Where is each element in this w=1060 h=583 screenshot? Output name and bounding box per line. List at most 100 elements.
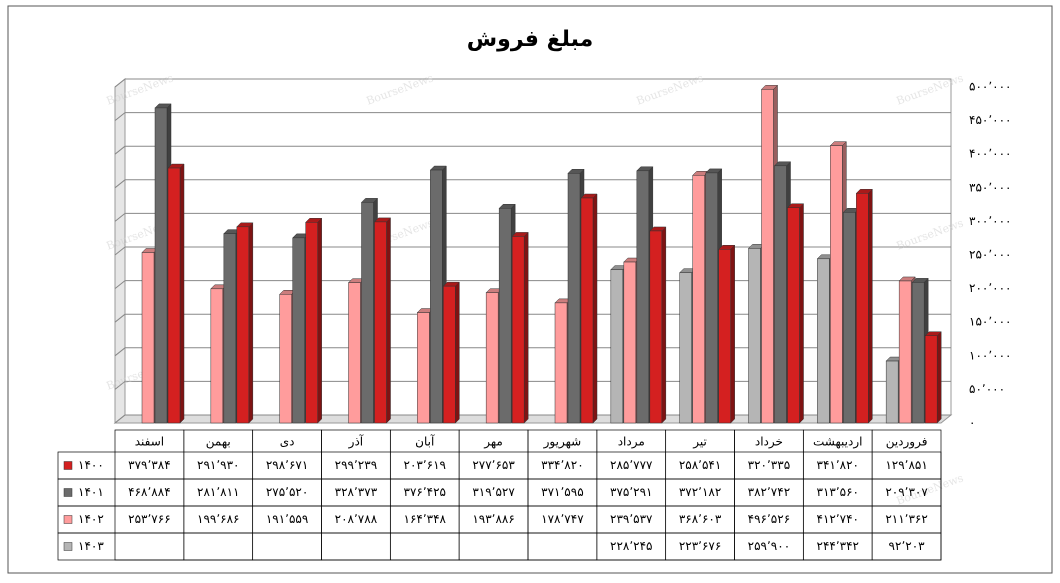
data-label: ۴۱۲٬۷۴۰	[817, 512, 860, 526]
data-label: ۳۸۲٬۷۴۲	[748, 485, 791, 499]
data-label: ۳۷۱٬۵۹۵	[541, 485, 584, 499]
data-label: ۲۰۸٬۷۸۸	[335, 512, 378, 526]
data-label: ۳۶۸٬۶۰۳	[679, 512, 722, 526]
y-tick-label: ۴۰۰٬۰۰۰	[969, 147, 1012, 161]
y-tick-label: ۲۵۰٬۰۰۰	[969, 248, 1012, 262]
data-label: ۱۹۳٬۸۸۶	[472, 512, 515, 526]
bar	[787, 207, 800, 424]
legend-label: ۱۴۰۱	[78, 485, 104, 499]
bar	[223, 233, 237, 424]
bar-side	[799, 203, 804, 424]
bar-side	[661, 226, 667, 424]
y-tick-label: ۰	[969, 416, 975, 430]
data-label: ۲۷۷٬۶۵۳	[472, 458, 515, 472]
bar	[210, 288, 224, 424]
grid-line-side	[114, 313, 126, 323]
legend-label: ۱۴۰۰	[78, 458, 104, 472]
data-label: ۹۲٬۲۰۳	[889, 539, 926, 553]
legend-swatch	[63, 515, 73, 524]
data-label: ۳۲۸٬۳۷۳	[335, 485, 378, 499]
legend-label: ۱۴۰۲	[78, 512, 104, 526]
x-tick-label: آذر	[348, 434, 364, 450]
data-label: ۲۵۳٬۷۶۶	[128, 512, 171, 526]
y-tick-label: ۵۰٬۰۰۰	[969, 382, 1005, 396]
data-label: ۲۴۴٬۳۴۲	[817, 539, 860, 553]
bar	[692, 175, 705, 424]
bar	[705, 172, 718, 424]
bar	[236, 226, 250, 424]
data-label: ۱۹۹٬۶۸۶	[197, 512, 240, 526]
grid-line-side	[114, 280, 126, 289]
bar-side	[936, 331, 942, 424]
bar-side	[592, 193, 598, 424]
bar	[417, 312, 430, 424]
x-tick-label: شهریور	[543, 435, 582, 450]
bar	[498, 208, 512, 424]
legend-swatch	[63, 488, 73, 497]
bar-side	[730, 244, 735, 424]
grid-line-side	[114, 213, 126, 222]
data-label: ۲۱۱٬۳۶۲	[885, 512, 928, 526]
bar	[580, 197, 594, 424]
data-label: ۱۹۱٬۵۵۹	[266, 512, 309, 526]
data-label: ۲۲۸٬۲۴۵	[610, 539, 653, 553]
legend-label: ۱۴۰۳	[78, 539, 104, 553]
bar	[430, 169, 443, 424]
bar	[774, 165, 787, 424]
bar	[649, 230, 663, 424]
data-label: ۱۶۴٬۳۴۸	[404, 512, 447, 526]
x-tick-label: مرداد	[618, 435, 645, 450]
data-label: ۲۳۹٬۵۳۷	[610, 512, 653, 526]
y-tick-label: ۱۰۰٬۰۰۰	[969, 348, 1012, 362]
x-tick-label: آبان	[415, 434, 435, 449]
data-label: ۳۴۱٬۸۲۰	[817, 458, 860, 472]
data-label: ۱۷۸٬۷۴۷	[541, 512, 584, 526]
data-label: ۳۳۴٬۸۲۰	[541, 458, 584, 472]
bar	[567, 173, 581, 424]
x-tick-label: تیر	[692, 435, 707, 450]
bar	[443, 285, 456, 424]
bar	[898, 280, 912, 424]
bar	[154, 107, 168, 424]
x-tick-label: خرداد	[755, 435, 783, 450]
data-label: ۲۵۹٬۹۰۰	[748, 539, 791, 553]
data-label: ۲۸۱٬۸۱۱	[197, 485, 240, 499]
data-label: ۲۰۳٬۶۱۹	[404, 458, 447, 472]
bar	[748, 248, 761, 424]
grid-line-side	[114, 246, 126, 256]
bar	[718, 249, 731, 424]
grid-line-side	[114, 381, 126, 390]
table-row	[57, 532, 942, 561]
x-tick-label: اسفند	[135, 435, 164, 449]
data-label: ۳۱۹٬۵۲۷	[472, 485, 515, 499]
bar	[361, 202, 374, 424]
bar	[911, 282, 925, 424]
x-tick-label: فروردین	[886, 435, 928, 450]
bar	[679, 272, 692, 424]
data-label: ۲۹۸٬۶۷۱	[266, 458, 309, 472]
data-label: ۲۰۹٬۳۰۷	[885, 485, 928, 499]
data-label: ۳۷۲٬۱۸۲	[679, 485, 722, 499]
grid-line-side	[114, 112, 126, 121]
y-tick-label: ۱۵۰٬۰۰۰	[969, 315, 1012, 329]
bar-side	[248, 222, 254, 424]
bar	[623, 261, 637, 424]
data-label: ۲۷۵٬۵۲۰	[266, 485, 309, 499]
y-tick-label: ۵۰۰٬۰۰۰	[969, 80, 1012, 94]
bar	[141, 252, 155, 424]
grid-line-side	[114, 347, 126, 357]
bar	[843, 212, 856, 424]
bar	[374, 221, 387, 424]
bar	[761, 89, 774, 424]
x-tick-label: مهر	[483, 435, 503, 450]
grid-line-side	[114, 414, 126, 424]
x-tick-label: اردیبهشت	[813, 435, 862, 450]
y-tick-label: ۳۵۰٬۰۰۰	[969, 180, 1012, 194]
grid-line-side	[114, 179, 126, 189]
data-label: ۲۸۵٬۷۷۷	[610, 458, 653, 472]
bar-side	[179, 163, 185, 424]
data-label: ۳۱۳٬۵۶۰	[817, 485, 860, 499]
legend-swatch	[63, 461, 73, 470]
x-tick-label: دی	[280, 435, 295, 449]
